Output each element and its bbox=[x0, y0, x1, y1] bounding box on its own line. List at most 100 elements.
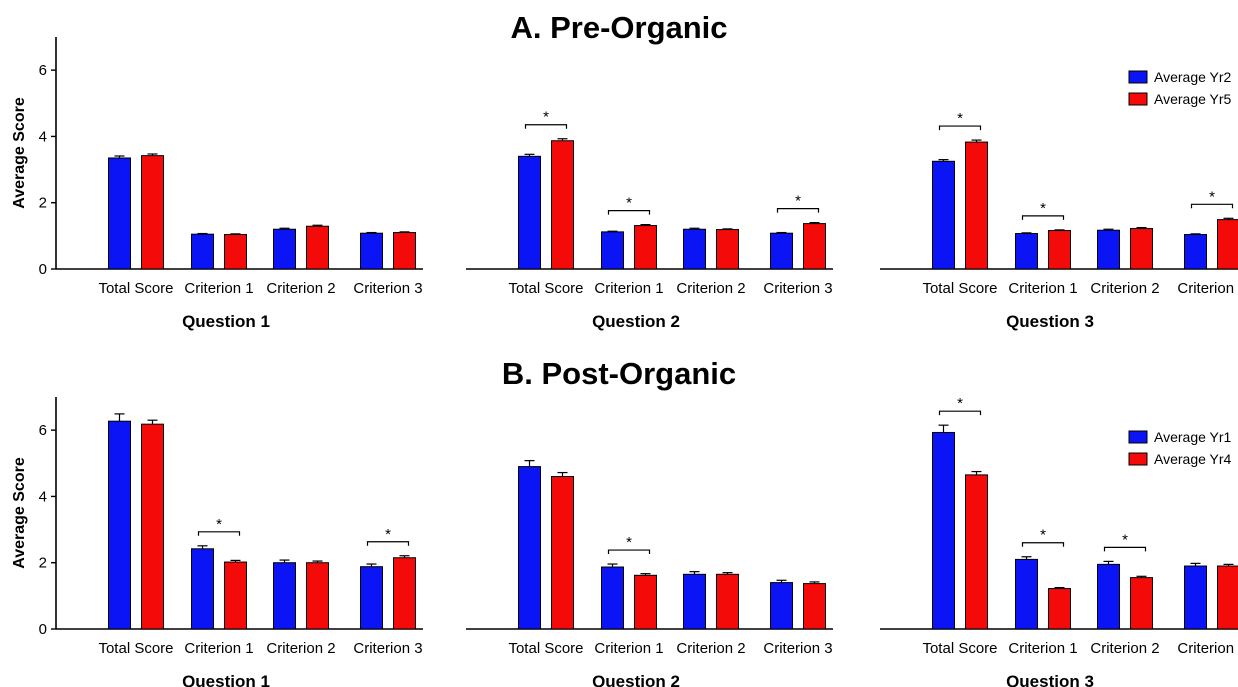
panel-3-bar-blue-2 bbox=[1015, 233, 1038, 270]
panel-1-x-tick-label-1: Total Score bbox=[98, 280, 173, 297]
panel-6-x-tick-label-2: Criterion 1 bbox=[1008, 640, 1077, 657]
panel-1-y-axis-label: Average Score bbox=[11, 97, 28, 209]
panel-1-y-tick-label: 0 bbox=[39, 261, 47, 278]
panel-1-y-tick-label: 4 bbox=[39, 128, 47, 145]
panel-1-bar-red-4 bbox=[393, 232, 416, 270]
panel-6-bar-blue-3 bbox=[1097, 563, 1120, 630]
panel-4-bar-blue-1 bbox=[108, 420, 131, 630]
panel-6-x-axis-label: Question 3 bbox=[1006, 672, 1094, 687]
panel-5-bar-blue-4 bbox=[770, 582, 793, 630]
panel-6-legend-swatch-2 bbox=[1128, 452, 1148, 466]
panel-5-x-tick-label-3: Criterion 2 bbox=[676, 640, 745, 657]
panel-2-significance-star-1: * bbox=[543, 109, 549, 126]
panel-6-x-tick-label-4: Criterion 3 bbox=[1177, 640, 1238, 657]
panel-4-significance-bracket-2 bbox=[197, 531, 241, 536]
panel-2-significance-star-4: * bbox=[795, 193, 801, 210]
panel-5-significance-bracket-2 bbox=[607, 549, 651, 555]
panel-6-bar-blue-4 bbox=[1184, 565, 1207, 630]
panel-6-bar-red-2 bbox=[1048, 588, 1071, 630]
panel-2-bar-blue-4 bbox=[770, 232, 793, 270]
panel-3-legend-label-1: Average Yr2 bbox=[1154, 69, 1232, 85]
panel-1-y-tick-label: 2 bbox=[39, 195, 47, 212]
panel-4-x-tick-label-2: Criterion 1 bbox=[184, 640, 253, 657]
panel-3-bar-red-1 bbox=[965, 141, 988, 270]
panel-6-significance-bracket-2 bbox=[1021, 542, 1065, 547]
panel-2-x-tick-label-4: Criterion 3 bbox=[763, 280, 832, 297]
panel-3-bar-blue-4 bbox=[1184, 234, 1207, 270]
panel-2-x-axis-label: Question 2 bbox=[592, 312, 680, 331]
panel-5-bar-blue-1 bbox=[518, 466, 541, 630]
panel-4-significance-star-2: * bbox=[216, 516, 222, 533]
panel-3-bar-red-3 bbox=[1130, 228, 1153, 270]
panel-4-x-tick-label-3: Criterion 2 bbox=[266, 640, 335, 657]
panel-6-significance-star-2: * bbox=[1040, 527, 1046, 544]
section-title-post-organic: B. Post-Organic bbox=[501, 356, 737, 391]
panel-5-bar-blue-3 bbox=[683, 573, 706, 630]
panel-4-x-axis-label: Question 1 bbox=[182, 672, 270, 687]
panel-6-legend-swatch-1 bbox=[1128, 430, 1148, 444]
panel-3-bar-blue-1 bbox=[932, 160, 955, 270]
panel-6-x-tick-label-3: Criterion 2 bbox=[1090, 640, 1159, 657]
panel-3-x-tick-label-4: Criterion 3 bbox=[1177, 280, 1238, 297]
panel-1-x-tick-label-4: Criterion 3 bbox=[353, 280, 422, 297]
panel-1-x-tick-label-3: Criterion 2 bbox=[266, 280, 335, 297]
panel-6-bar-blue-2 bbox=[1015, 558, 1038, 630]
panel-3-significance-star-2: * bbox=[1040, 200, 1046, 217]
panel-4-bar-red-2 bbox=[224, 561, 247, 630]
panel-3-legend-swatch-2 bbox=[1128, 92, 1148, 106]
panel-3-x-tick-label-1: Total Score bbox=[922, 280, 997, 297]
panel-2-bar-red-4 bbox=[803, 223, 826, 270]
panel-1-bar-blue-1 bbox=[108, 157, 131, 270]
panel-5-bar-red-1 bbox=[551, 476, 574, 630]
panel-3-significance-bracket-4 bbox=[1190, 203, 1234, 209]
panel-4-bar-blue-2 bbox=[191, 548, 214, 630]
panel-3-significance-star-1: * bbox=[957, 110, 963, 127]
panel-6-legend-label-1: Average Yr1 bbox=[1154, 429, 1232, 445]
panel-3-legend-label-2: Average Yr5 bbox=[1154, 91, 1232, 107]
panel-4-significance-star-4: * bbox=[385, 526, 391, 543]
panel-6-significance-bracket-3 bbox=[1103, 546, 1147, 552]
panel-2-bar-blue-3 bbox=[683, 228, 706, 270]
panel-6-bar-red-3 bbox=[1130, 577, 1153, 630]
panel-1-x-axis-label: Question 1 bbox=[182, 312, 270, 331]
panel-3-bar-red-2 bbox=[1048, 230, 1071, 270]
panel-4-bar-red-1 bbox=[141, 423, 164, 630]
panel-6-significance-star-1: * bbox=[957, 395, 963, 412]
panel-2-bar-blue-2 bbox=[601, 231, 624, 270]
panel-2-significance-bracket-1 bbox=[524, 124, 568, 129]
panel-3-x-tick-label-3: Criterion 2 bbox=[1090, 280, 1159, 297]
panel-1-bar-red-1 bbox=[141, 155, 164, 270]
panel-6-bar-red-4 bbox=[1217, 565, 1238, 630]
panel-4-x-tick-label-4: Criterion 3 bbox=[353, 640, 422, 657]
panel-4-bar-red-4 bbox=[393, 557, 416, 630]
panel-1-bar-blue-3 bbox=[273, 228, 296, 270]
panel-5-bar-blue-2 bbox=[601, 566, 624, 630]
panel-5-x-tick-label-4: Criterion 3 bbox=[763, 640, 832, 657]
panel-2-x-tick-label-3: Criterion 2 bbox=[676, 280, 745, 297]
panel-4-y-tick-label: 4 bbox=[39, 488, 47, 505]
panel-5-x-tick-label-2: Criterion 1 bbox=[594, 640, 663, 657]
panel-6-significance-star-3: * bbox=[1122, 531, 1128, 548]
panel-2-bar-blue-1 bbox=[518, 155, 541, 270]
panel-1-y-tick-label: 6 bbox=[39, 62, 47, 79]
panel-4-x-tick-label-1: Total Score bbox=[98, 640, 173, 657]
panel-3-significance-star-4: * bbox=[1209, 188, 1215, 205]
panel-1-bar-blue-2 bbox=[191, 233, 214, 270]
panel-1-x-tick-label-2: Criterion 1 bbox=[184, 280, 253, 297]
panel-3-bar-red-4 bbox=[1217, 219, 1238, 270]
panel-2-bar-red-1 bbox=[551, 140, 574, 270]
panel-3-significance-bracket-2 bbox=[1021, 215, 1065, 220]
panel-1-bar-red-2 bbox=[224, 234, 247, 270]
panel-2-bar-red-2 bbox=[634, 225, 657, 270]
panel-3-bar-blue-3 bbox=[1097, 229, 1120, 270]
panel-6-x-tick-label-1: Total Score bbox=[922, 640, 997, 657]
panel-6-significance-bracket-1 bbox=[938, 410, 982, 416]
panel-4-y-tick-label: 2 bbox=[39, 555, 47, 572]
panel-4-y-tick-label: 0 bbox=[39, 621, 47, 638]
panel-4-y-axis-label: Average Score bbox=[11, 457, 28, 569]
panel-3-legend-swatch-1 bbox=[1128, 70, 1148, 84]
panel-6-bar-blue-1 bbox=[932, 431, 955, 630]
panel-6-legend-label-2: Average Yr4 bbox=[1154, 451, 1232, 467]
panel-5-bar-red-2 bbox=[634, 574, 657, 630]
